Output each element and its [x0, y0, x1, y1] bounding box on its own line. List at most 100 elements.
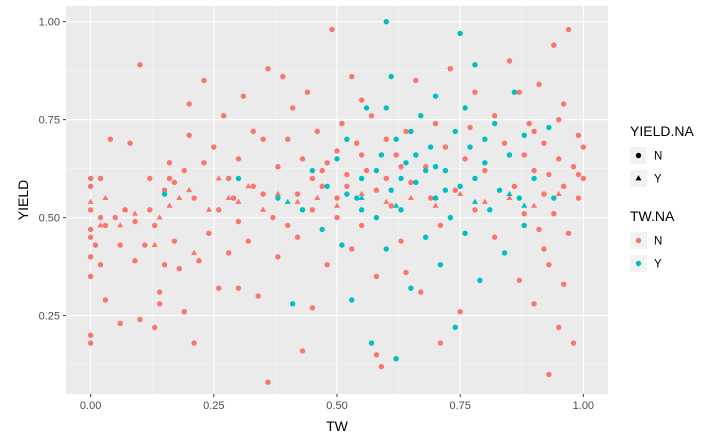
data-point — [452, 128, 458, 135]
data-point-triangle — [555, 190, 562, 197]
data-point — [186, 101, 192, 107]
data-point-triangle — [294, 198, 301, 204]
data-point — [516, 195, 523, 201]
data-point — [383, 18, 389, 25]
data-point — [171, 238, 178, 244]
data-point — [422, 167, 429, 174]
data-point — [462, 105, 468, 111]
data-point — [176, 265, 183, 272]
data-point — [260, 191, 266, 197]
data-point — [452, 324, 458, 331]
data-point — [137, 62, 143, 68]
data-point — [349, 297, 355, 303]
data-point — [235, 218, 242, 225]
data-point — [363, 167, 370, 174]
data-point — [97, 214, 104, 221]
data-point — [324, 261, 330, 268]
data-point-triangle — [191, 249, 198, 255]
data-point — [393, 356, 399, 362]
data-point — [196, 258, 202, 264]
data-point — [570, 163, 577, 170]
data-point — [422, 234, 429, 240]
data-point — [432, 120, 439, 127]
x-tick-label: 0.50 — [326, 400, 347, 412]
data-point — [289, 105, 296, 111]
data-point — [358, 152, 365, 158]
data-point — [102, 222, 109, 229]
data-point — [575, 195, 582, 201]
data-point — [181, 308, 187, 315]
data-point — [304, 89, 311, 95]
data-point — [575, 171, 582, 178]
data-point — [482, 136, 488, 142]
data-point-triangle — [506, 194, 513, 200]
data-point — [467, 144, 473, 150]
data-point — [501, 250, 508, 256]
data-point — [235, 285, 242, 291]
data-point — [358, 175, 365, 182]
data-point — [491, 120, 498, 127]
data-point — [171, 179, 178, 186]
data-point — [526, 120, 532, 127]
data-point — [398, 207, 404, 213]
x-tick-label: 0.75 — [449, 400, 470, 412]
data-point-triangle — [122, 206, 129, 212]
y-axis-title: YIELD — [15, 180, 31, 220]
data-point — [462, 156, 468, 162]
data-point — [358, 97, 365, 103]
data-point — [166, 160, 173, 166]
data-point — [87, 183, 94, 189]
data-point — [521, 152, 527, 158]
data-point-triangle — [225, 194, 232, 200]
legend-label: N — [654, 151, 662, 163]
data-point — [477, 277, 483, 284]
data-point — [432, 93, 439, 99]
data-point-triangle — [393, 202, 400, 208]
data-point — [368, 340, 375, 346]
data-point — [531, 128, 537, 135]
data-point — [556, 156, 562, 162]
data-point — [220, 113, 227, 119]
data-point — [482, 167, 488, 174]
data-point — [102, 297, 109, 303]
data-point — [546, 371, 552, 378]
data-point — [92, 242, 99, 248]
data-point — [511, 89, 518, 95]
data-point-triangle — [87, 198, 94, 204]
data-point — [398, 163, 404, 170]
legend-label: N — [654, 236, 662, 248]
data-point — [87, 226, 94, 233]
data-point — [560, 101, 567, 107]
data-point-triangle — [131, 210, 139, 216]
legend-label: Y — [654, 259, 662, 271]
data-point — [521, 132, 527, 139]
legend-title: TW.NA — [630, 208, 675, 224]
data-point — [240, 93, 247, 99]
data-point — [541, 140, 547, 146]
data-point — [408, 179, 414, 186]
data-point — [314, 128, 320, 135]
data-point — [556, 324, 562, 331]
data-point — [491, 234, 498, 240]
data-point — [413, 77, 419, 84]
data-point — [388, 203, 394, 209]
data-point — [491, 113, 498, 119]
data-point-triangle — [531, 202, 538, 208]
data-point — [437, 222, 444, 229]
data-point — [127, 140, 133, 146]
data-point — [344, 183, 350, 189]
data-point — [299, 348, 306, 354]
data-point-triangle — [407, 194, 414, 200]
data-point — [531, 301, 537, 307]
data-point — [427, 195, 434, 201]
data-point — [255, 293, 261, 299]
data-point — [161, 191, 168, 197]
data-point — [418, 289, 424, 295]
data-point — [531, 167, 537, 174]
data-point — [156, 289, 163, 295]
data-point — [329, 26, 335, 33]
data-point — [383, 175, 389, 182]
data-point-triangle — [151, 241, 158, 247]
data-point — [216, 285, 222, 291]
